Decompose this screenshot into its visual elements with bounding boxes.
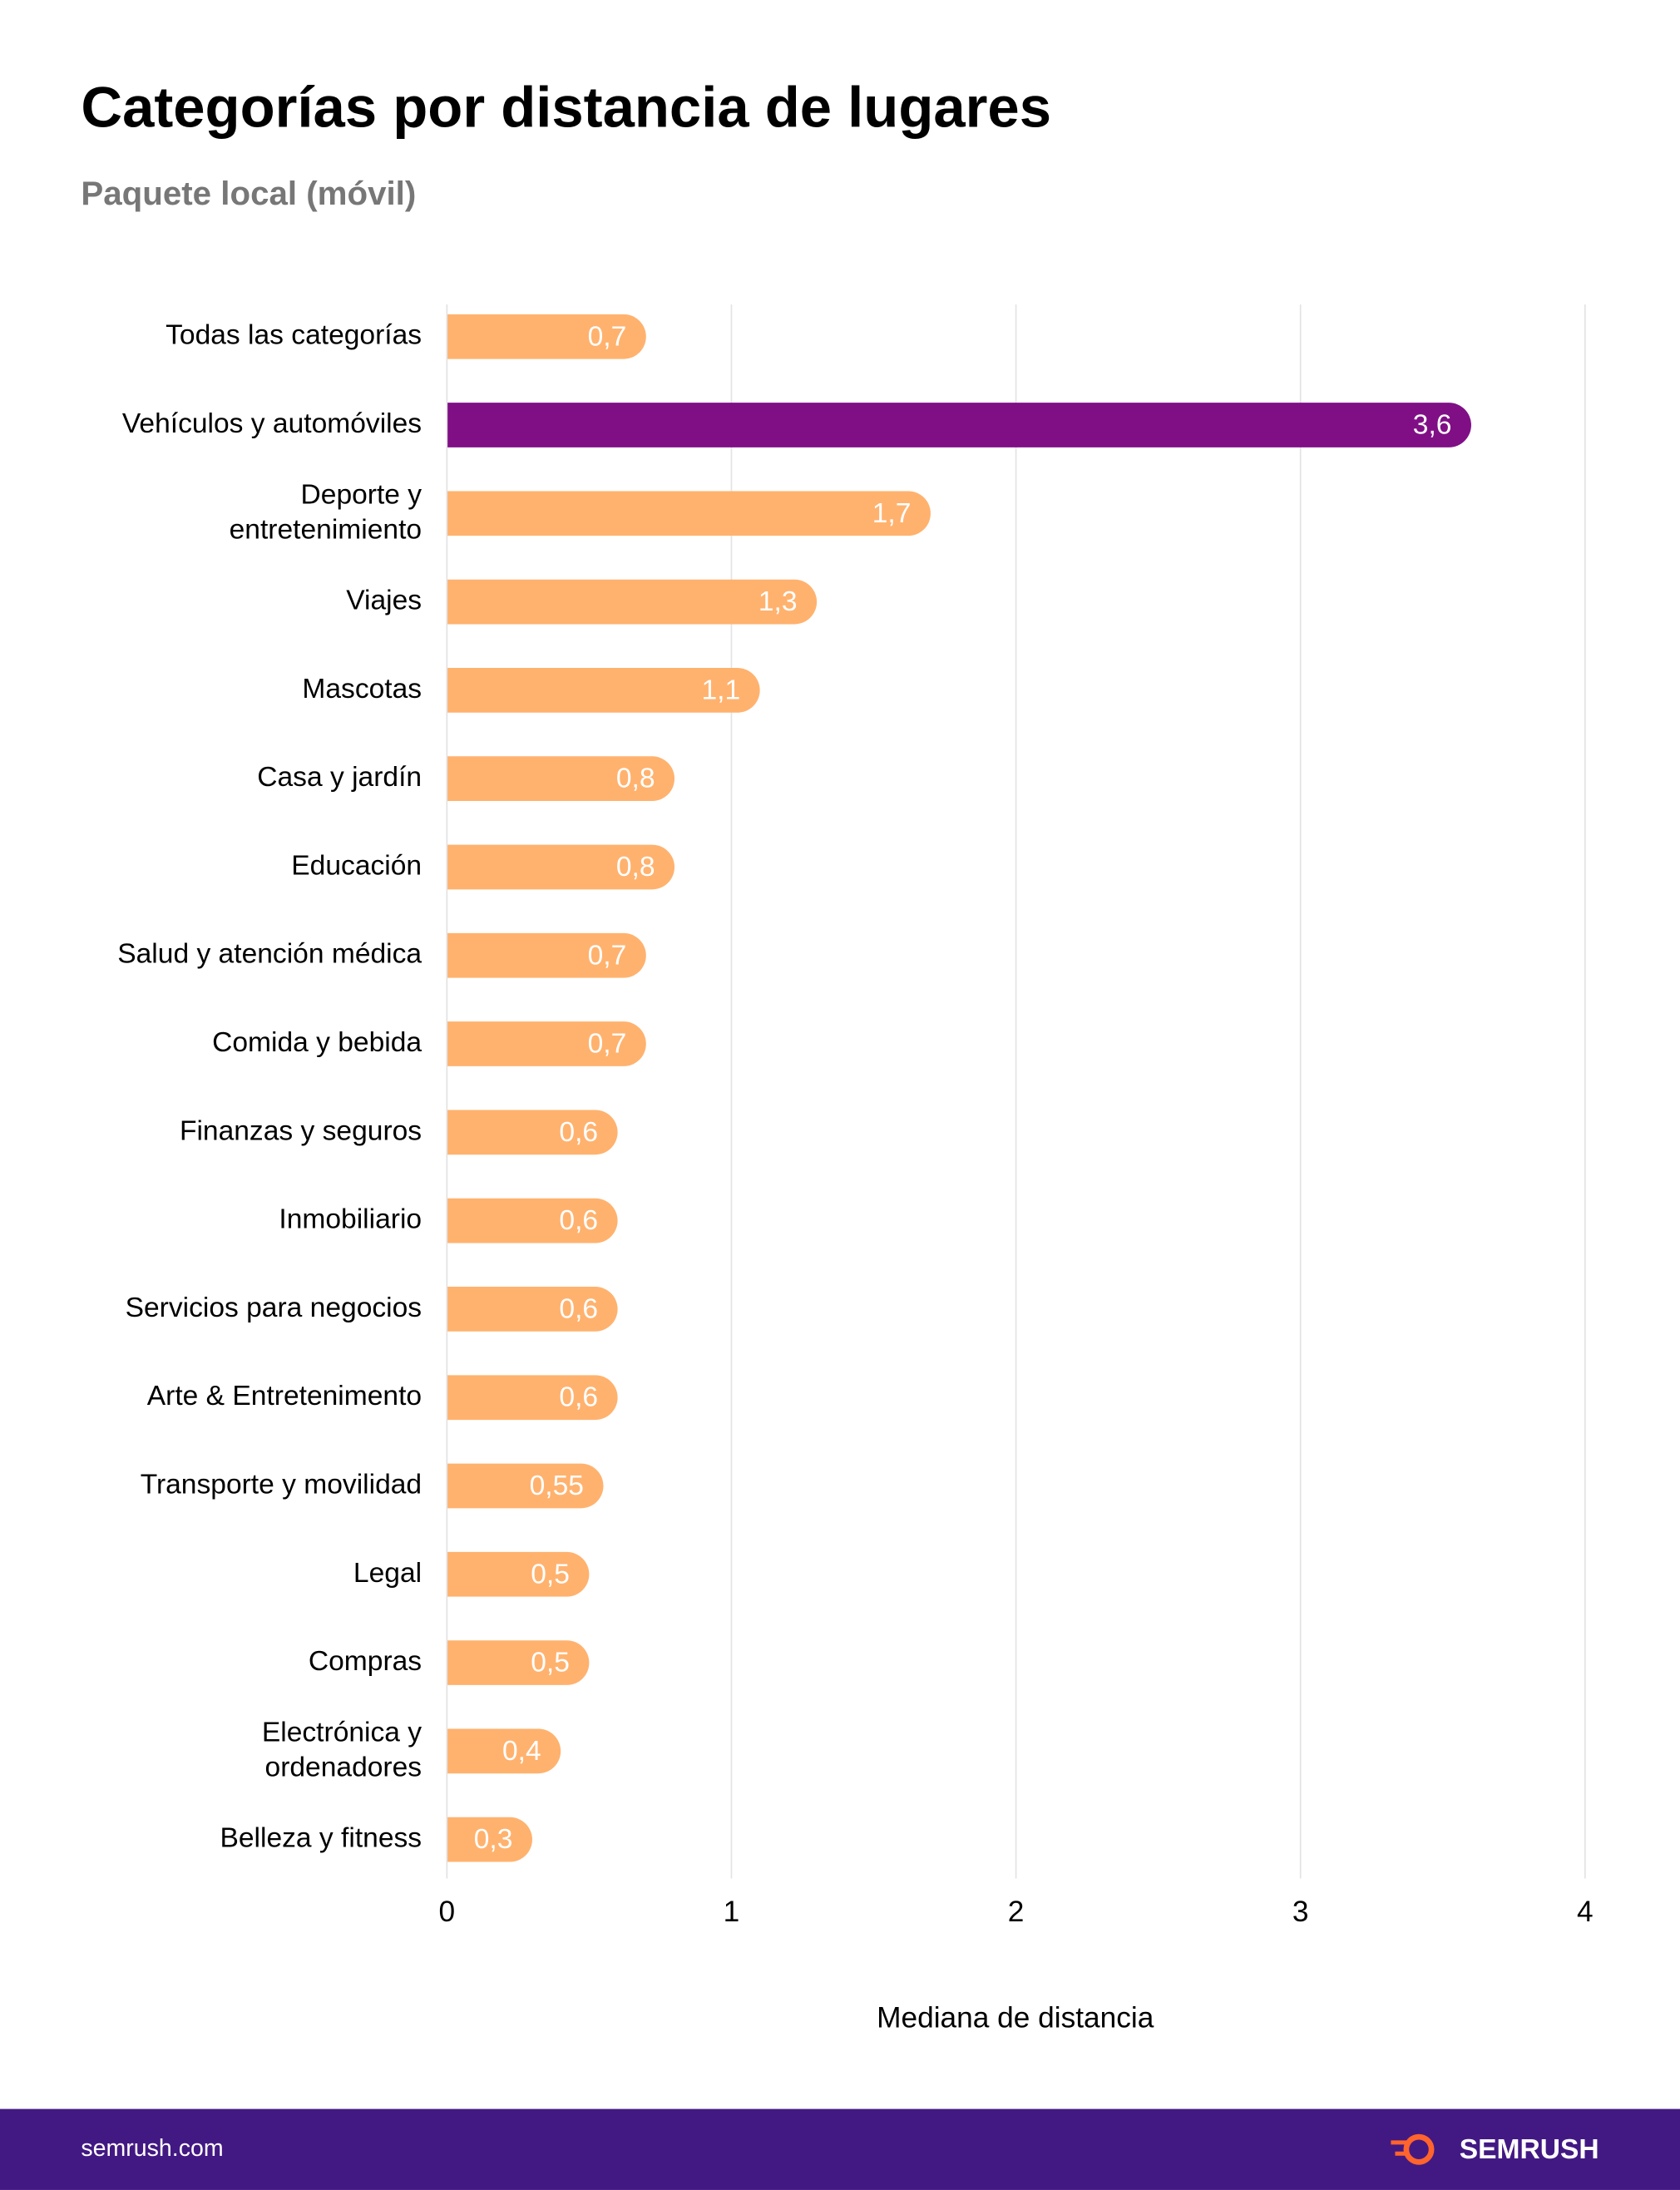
y-tick-label: Casa y jardín [257,762,422,793]
footer-url: semrush.com [81,2135,223,2162]
bar [447,1375,618,1421]
y-tick-label: Educación [291,850,422,881]
bar [447,314,646,359]
value-label: 0,6 [559,1117,598,1148]
bar [447,1463,604,1509]
bar [447,1817,532,1862]
value-label: 0,8 [616,764,655,794]
value-label: 0,6 [559,1205,598,1236]
bar [447,579,818,625]
bar [447,756,675,802]
value-label: 0,6 [559,1293,598,1324]
x-tick-label: 2 [1008,1896,1025,1928]
x-tick-label: 3 [1292,1896,1309,1928]
bar [447,844,675,890]
x-tick-label: 1 [724,1896,740,1928]
value-label: 0,5 [531,1559,570,1589]
value-label: 1,1 [701,675,740,705]
bar [447,1110,618,1155]
value-label: 1,3 [758,586,798,617]
logo-icon [1391,2133,1435,2165]
value-label: 0,7 [588,940,627,971]
value-label: 0,3 [474,1824,513,1855]
value-label: 0,6 [559,1382,598,1413]
value-label: 0,4 [502,1736,541,1767]
y-tick-label: Comida y bebida [212,1027,422,1058]
x-tick-label: 4 [1577,1896,1594,1928]
chart-title: Categorías por distancia de lugares [81,76,1051,140]
y-tick-label: Belleza y fitness [220,1823,422,1854]
bar [447,668,760,713]
y-tick-label: Servicios para negocios [126,1293,422,1323]
bar [447,1021,646,1066]
bar [447,1287,618,1332]
value-label: 0,8 [616,852,655,882]
footer-brand: SEMRUSH [1460,2134,1599,2165]
bar [447,1728,561,1774]
value-label: 1,7 [872,498,912,529]
x-tick-label: 0 [439,1896,456,1928]
bar [447,932,646,978]
x-axis-label: Mediana de distancia [877,2001,1154,2034]
value-label: 0,5 [531,1648,570,1678]
y-tick-label: Todas las categorías [166,320,422,351]
y-tick-label: Electrónica y ordenadores [262,1717,422,1782]
value-label: 0,55 [530,1471,584,1501]
y-tick-label: Mascotas [302,674,422,704]
value-label: 0,7 [588,321,627,352]
bar [447,1198,618,1243]
y-tick-label: Arte & Entretenimento [147,1381,422,1411]
y-tick-label: Salud y atención médica [117,939,422,970]
footer-band [0,2108,1680,2190]
y-tick-label: Compras [309,1646,422,1677]
bar [447,491,931,536]
y-tick-label: Finanzas y seguros [180,1115,422,1146]
value-label: 0,7 [588,1029,627,1060]
bar [447,1551,590,1597]
y-tick-label: Legal [353,1558,422,1589]
y-tick-label: Viajes [346,585,422,615]
bar [447,1640,590,1685]
bar [447,403,1471,447]
y-tick-label: Inmobiliario [279,1204,422,1234]
value-label: 3,6 [1413,410,1452,441]
chart-subtitle: Paquete local (móvil) [81,175,416,212]
y-tick-label: Deporte y entretenimiento [230,479,422,545]
y-tick-label: Transporte y movilidad [141,1469,422,1500]
y-tick-label: Vehículos y automóviles [122,408,422,439]
